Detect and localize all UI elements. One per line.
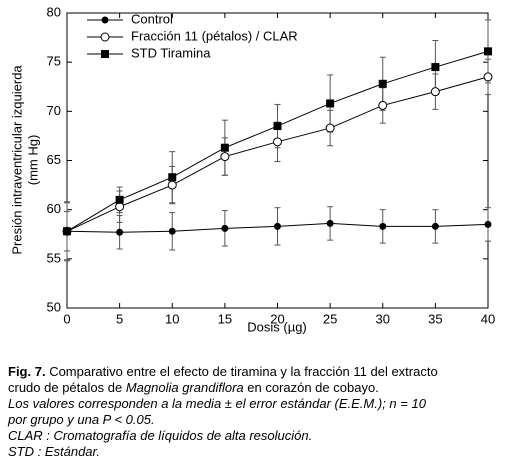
y-tick-label: 50 bbox=[47, 299, 61, 314]
data-point bbox=[378, 100, 388, 110]
caption-note: Los valores corresponden a la media ± el… bbox=[8, 396, 426, 411]
y-axis-label: Presión intraventricular izquierda bbox=[9, 65, 24, 255]
legend-marker bbox=[100, 32, 110, 42]
data-point bbox=[483, 72, 493, 82]
data-point bbox=[220, 143, 229, 152]
x-tick-label: 35 bbox=[428, 311, 442, 326]
x-tick-label: 10 bbox=[165, 311, 179, 326]
chart: Dosis (µg) Presión intraventricular izqu… bbox=[9, 4, 495, 334]
x-tick-label: 25 bbox=[323, 311, 337, 326]
data-point bbox=[274, 222, 281, 230]
y-tick-label: 55 bbox=[47, 250, 61, 265]
caption-line: crudo de pétalos de Magnolia grandiflora… bbox=[8, 380, 438, 396]
legend-label: STD Tiramina bbox=[131, 45, 211, 60]
data-point bbox=[115, 202, 125, 212]
data-point bbox=[326, 219, 334, 227]
legend-marker bbox=[101, 50, 109, 58]
data-point bbox=[116, 228, 124, 236]
data-point bbox=[325, 123, 335, 133]
x-tick-label: 15 bbox=[218, 311, 232, 326]
y-tick-label: 65 bbox=[47, 152, 61, 167]
caption-note: por grupo y una P < 0.05. bbox=[8, 412, 155, 427]
legend-label: Fracción 11 (pétalos) / CLAR bbox=[131, 28, 298, 43]
data-point bbox=[273, 137, 282, 147]
data-point bbox=[167, 180, 177, 190]
y-tick-label: 75 bbox=[47, 54, 61, 69]
x-tick-label: 0 bbox=[63, 311, 70, 326]
data-point bbox=[326, 99, 335, 108]
caption-text: crudo de pétalos de bbox=[8, 380, 123, 395]
caption: Fig. 7. Comparativo entre el efecto de t… bbox=[8, 364, 438, 460]
caption-line: Fig. 7. Comparativo entre el efecto de t… bbox=[8, 364, 438, 380]
data-point bbox=[168, 173, 177, 182]
legend-marker bbox=[101, 16, 109, 24]
data-point bbox=[430, 87, 440, 97]
data-point bbox=[378, 79, 387, 88]
x-tick-label: 20 bbox=[270, 311, 284, 326]
data-point bbox=[484, 47, 492, 56]
y-tick-label: 80 bbox=[47, 4, 61, 19]
data-point bbox=[379, 222, 387, 230]
data-point bbox=[431, 63, 440, 72]
caption-note: STD : Estándar. bbox=[8, 444, 100, 459]
legend-label: Control bbox=[131, 11, 173, 26]
caption-note: CLAR : Cromatografía de líquidos de alta… bbox=[8, 428, 313, 443]
x-tick-label: 40 bbox=[481, 311, 495, 326]
data-point bbox=[221, 224, 229, 232]
data-point bbox=[63, 227, 71, 236]
y-tick-label: 60 bbox=[47, 201, 61, 216]
species: Magnolia grandiflora bbox=[125, 380, 244, 395]
data-point bbox=[484, 220, 492, 228]
caption-text: en corazón de cobayo. bbox=[247, 380, 379, 395]
y-axis-label: (mm Hg) bbox=[25, 135, 40, 186]
y-tick-label: 70 bbox=[47, 103, 61, 118]
x-tick-label: 5 bbox=[116, 311, 123, 326]
data-point bbox=[115, 195, 124, 204]
x-tick-label: 30 bbox=[376, 311, 390, 326]
data-point bbox=[431, 222, 439, 230]
data-point bbox=[273, 122, 282, 131]
caption-text: Comparativo entre el efecto de tiramina … bbox=[49, 364, 438, 379]
caption-label: Fig. 7. bbox=[8, 364, 46, 379]
data-point bbox=[220, 152, 230, 162]
x-axis-label: Dosis (µg) bbox=[247, 319, 307, 334]
data-point bbox=[168, 227, 176, 235]
